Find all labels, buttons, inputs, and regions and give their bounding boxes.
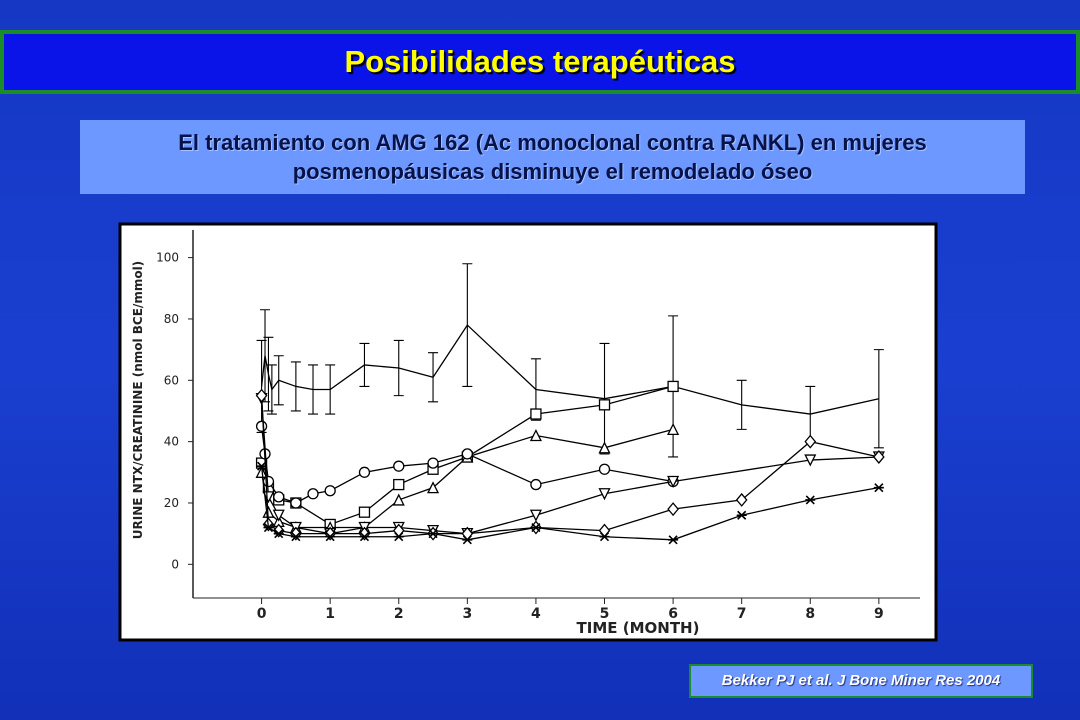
error-bar [325,364,336,415]
marker [393,532,404,542]
error-bar [599,342,610,455]
marker [358,506,371,518]
y-tick-label: 40 [164,435,179,449]
x-axis-label: TIME (MONTH) [577,619,700,637]
marker [272,509,285,522]
x-tick-label: 4 [531,606,541,622]
marker [598,441,611,454]
marker [804,454,817,467]
series-line [260,324,879,415]
y-tick-label: 0 [171,557,179,571]
marker [307,488,319,500]
marker [428,529,439,539]
y-tick-label: 20 [164,496,179,510]
error-bar [308,364,319,415]
marker [530,408,542,420]
marker [461,448,473,460]
x-tick-label: 2 [394,606,404,622]
error-bar [266,364,277,415]
marker [667,380,679,393]
marker [262,491,275,504]
x-tick-label: 8 [805,606,815,622]
marker [255,465,268,478]
marker [255,420,268,432]
error-bar [873,349,884,449]
marker [462,535,473,545]
marker [262,475,275,488]
x-tick-label: 9 [874,606,884,622]
marker [529,429,542,442]
marker [735,492,748,507]
marker [426,481,440,494]
marker [393,460,405,472]
marker [736,510,747,520]
y-axis-label: URINE NTX/CREATININE (nmol BCE/mmol) [131,261,145,539]
error-bar [462,263,473,387]
x-tick-label: 6 [668,606,678,622]
error-bar [290,361,301,412]
marker [873,449,885,464]
y-tick-label: 60 [164,373,179,387]
series-line [260,398,879,535]
marker [273,529,284,539]
marker [290,497,302,509]
marker [324,485,336,497]
error-bar [736,379,747,430]
chart-frame [118,222,938,642]
marker [393,478,405,491]
marker [263,522,274,533]
marker [427,457,439,469]
citation: Bekker PJ et al. J Bone Miner Res 2004 [689,664,1033,698]
marker [873,483,884,493]
marker [530,478,542,491]
marker [392,493,405,506]
marker [358,466,371,478]
marker [598,488,611,501]
marker [530,522,541,533]
marker [599,532,610,542]
marker [290,532,301,542]
marker [359,532,370,542]
x-tick-label: 1 [325,606,335,622]
marker [255,388,268,403]
marker [598,399,611,411]
slide-title: Posibilidades terapéuticas [0,30,1080,94]
marker [529,509,542,522]
error-bar [393,339,404,397]
x-tick-label: 5 [600,606,610,622]
subtitle: El tratamiento con AMG 162 (Ac monoclona… [80,120,1025,194]
error-bar [359,342,370,387]
y-tick-label: 100 [156,251,179,265]
marker [804,434,817,449]
marker [805,495,816,505]
x-tick-label: 0 [257,606,267,622]
marker [598,463,611,475]
marker [256,461,267,471]
marker [667,422,680,436]
error-bar [273,355,284,406]
marker [325,532,336,542]
marker [667,502,679,517]
x-tick-label: 3 [462,606,472,622]
marker [667,475,680,488]
x-tick-label: 7 [737,606,747,622]
error-bar [428,352,439,403]
y-tick-label: 80 [164,312,179,326]
marker [668,535,679,545]
marker [273,491,285,503]
